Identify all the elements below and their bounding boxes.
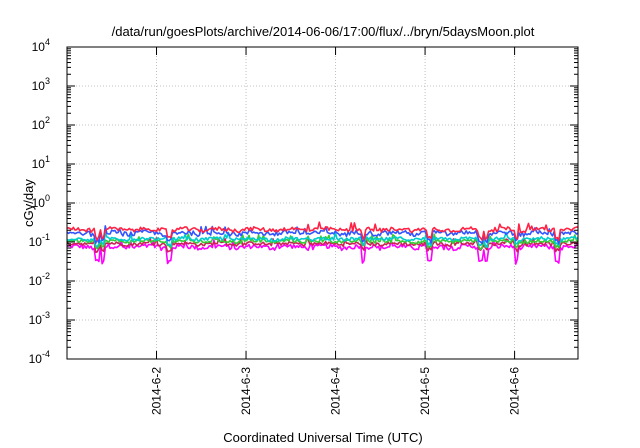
y-tick-label: 103 [32,76,50,93]
y-tick-base: 10 [29,352,43,366]
y-tick-exponent: -2 [42,271,50,281]
y-tick-base: 10 [29,235,43,249]
x-tick-label: 2014-6-4 [329,367,343,415]
y-tick-exponent: 1 [45,154,50,164]
y-tick-base: 10 [32,40,46,54]
y-tick-exponent: -4 [42,349,50,359]
y-tick-base: 10 [32,118,46,132]
y-tick-base: 10 [32,157,46,171]
y-tick-exponent: 3 [45,76,50,86]
data-series-line [66,233,579,251]
y-tick-exponent: -1 [42,232,50,242]
y-tick-label: 102 [32,115,50,132]
data-series-line [66,231,579,248]
y-tick-label: 10-3 [29,310,50,327]
y-axis-label: cGy/day [21,179,36,227]
y-tick-exponent: 2 [45,115,50,125]
y-tick-label: 100 [32,193,50,210]
x-tick-label: 2014-6-6 [508,367,522,415]
chart-title: /data/run/goesPlots/archive/2014-06-06/1… [112,24,535,39]
y-tick-base: 10 [29,274,43,288]
grid-lines [67,47,578,359]
y-tick-exponent: 0 [45,193,50,203]
y-tick-label: 10-1 [29,232,50,249]
y-tick-label: 104 [32,37,50,54]
data-series-line [66,221,578,242]
y-tick-exponent: 4 [45,37,50,47]
y-tick-base: 10 [32,196,46,210]
x-tick-label: 2014-6-2 [150,367,164,415]
y-tick-label: 10-2 [29,271,50,288]
x-axis-label: Coordinated Universal Time (UTC) [223,430,422,445]
y-tick-exponent: -3 [42,310,50,320]
y-tick-label: 101 [32,154,50,171]
y-tick-base: 10 [32,79,46,93]
x-tick-label: 2014-6-3 [239,367,253,415]
y-tick-label: 10-4 [29,349,50,366]
x-tick-label: 2014-6-5 [418,367,432,415]
y-tick-base: 10 [29,313,43,327]
series-layer [66,221,579,265]
data-series-line [66,237,579,253]
